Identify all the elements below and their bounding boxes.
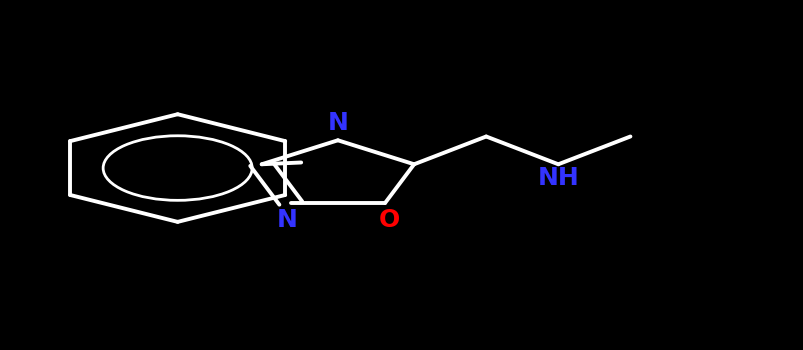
Text: N: N (276, 208, 297, 232)
Text: N: N (327, 111, 348, 135)
Text: NH: NH (536, 166, 578, 190)
Text: O: O (378, 208, 399, 232)
